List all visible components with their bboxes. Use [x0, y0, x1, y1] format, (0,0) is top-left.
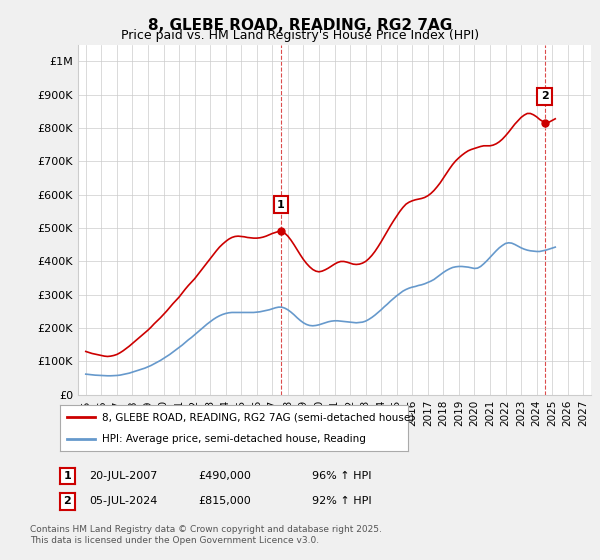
Text: 8, GLEBE ROAD, READING, RG2 7AG (semi-detached house): 8, GLEBE ROAD, READING, RG2 7AG (semi-de…: [102, 412, 414, 422]
Text: 2: 2: [541, 91, 548, 101]
Text: 2: 2: [64, 496, 71, 506]
Text: HPI: Average price, semi-detached house, Reading: HPI: Average price, semi-detached house,…: [102, 435, 365, 444]
Text: 1: 1: [277, 200, 285, 210]
Text: 92% ↑ HPI: 92% ↑ HPI: [312, 496, 371, 506]
Text: 20-JUL-2007: 20-JUL-2007: [89, 471, 157, 481]
Text: 05-JUL-2024: 05-JUL-2024: [89, 496, 157, 506]
Text: Price paid vs. HM Land Registry's House Price Index (HPI): Price paid vs. HM Land Registry's House …: [121, 29, 479, 42]
Text: £490,000: £490,000: [198, 471, 251, 481]
Text: 1: 1: [64, 471, 71, 481]
Text: Contains HM Land Registry data © Crown copyright and database right 2025.
This d: Contains HM Land Registry data © Crown c…: [30, 525, 382, 545]
Text: £815,000: £815,000: [198, 496, 251, 506]
Text: 8, GLEBE ROAD, READING, RG2 7AG: 8, GLEBE ROAD, READING, RG2 7AG: [148, 18, 452, 33]
Text: 96% ↑ HPI: 96% ↑ HPI: [312, 471, 371, 481]
